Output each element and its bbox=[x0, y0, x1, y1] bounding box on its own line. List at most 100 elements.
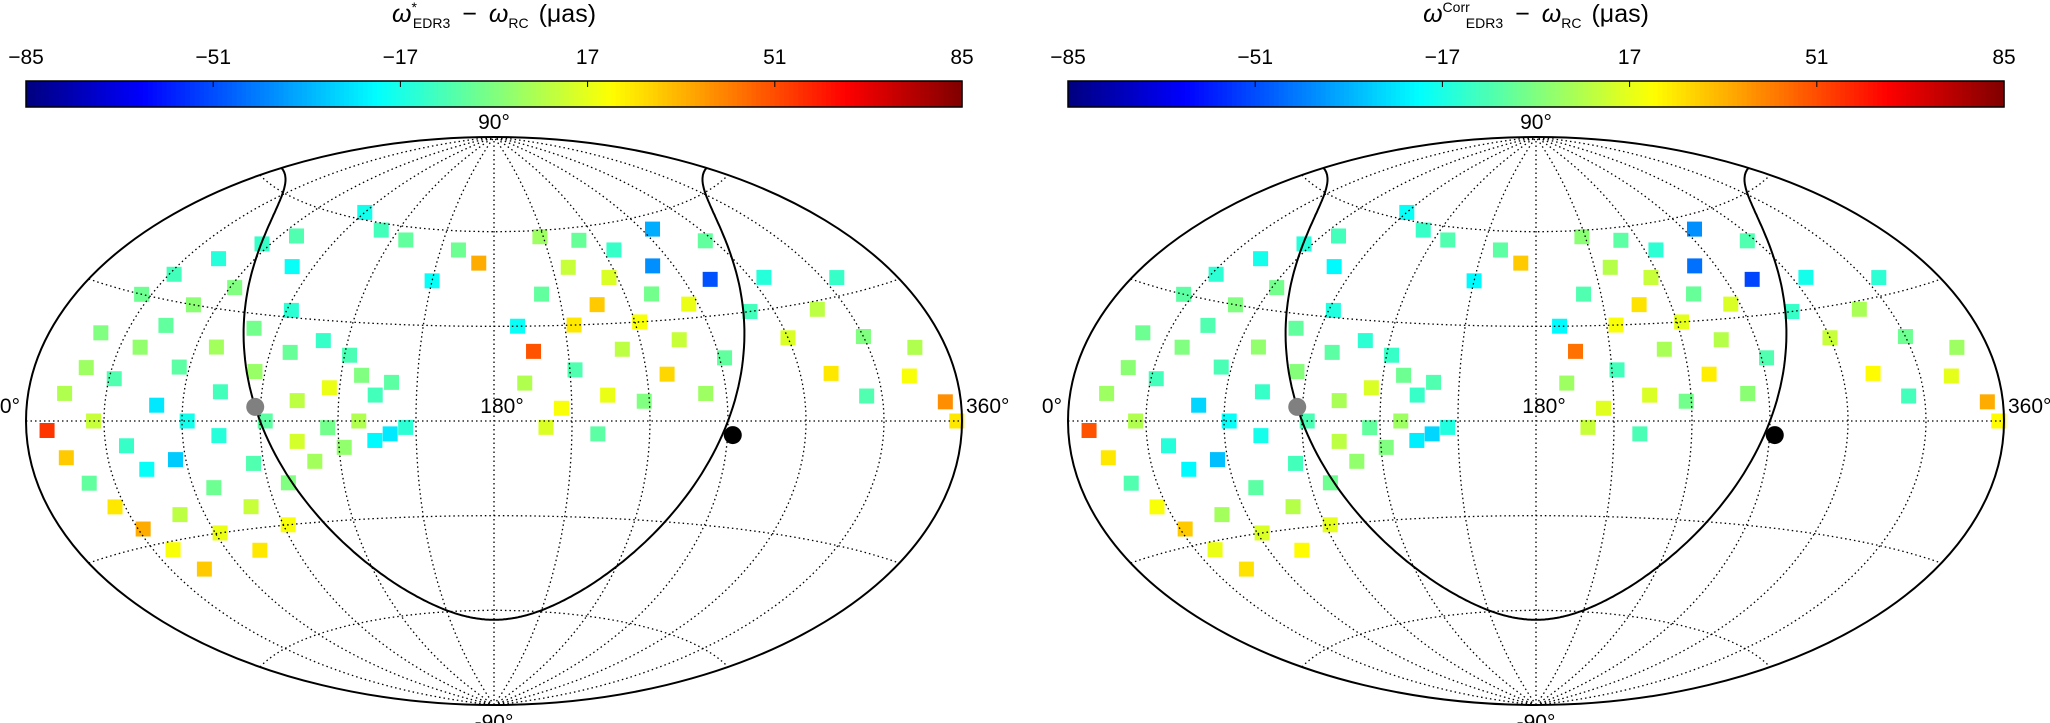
colorbar-step bbox=[1751, 81, 1757, 107]
colorbar-step bbox=[648, 81, 654, 107]
colorbar-step bbox=[1746, 81, 1752, 107]
colorbar-step bbox=[882, 81, 888, 107]
colorbar-step bbox=[77, 81, 83, 107]
colorbar-step bbox=[138, 81, 144, 107]
colorbar-step bbox=[1475, 81, 1481, 107]
sky-cell bbox=[81, 475, 97, 491]
colorbar-step bbox=[1339, 81, 1345, 107]
colorbar-tick-label: −17 bbox=[383, 46, 419, 69]
colorbar-step bbox=[629, 81, 635, 107]
sky-cell bbox=[367, 387, 383, 403]
sky-cell bbox=[567, 362, 583, 378]
colorbar-step bbox=[1901, 81, 1907, 107]
sky-cell bbox=[601, 269, 617, 285]
colorbar-step bbox=[423, 81, 430, 107]
colorbar-step bbox=[1550, 81, 1556, 107]
sky-cell bbox=[58, 450, 74, 466]
colorbar-step bbox=[157, 81, 163, 107]
colorbar-step bbox=[1166, 81, 1172, 107]
colorbar-step bbox=[582, 81, 589, 107]
colorbar-step bbox=[578, 81, 584, 107]
colorbar-step bbox=[1367, 81, 1373, 107]
sky-cell bbox=[282, 344, 298, 360]
colorbar-step bbox=[1484, 81, 1490, 107]
colorbar-step bbox=[1222, 81, 1228, 107]
colorbar-step bbox=[877, 81, 884, 107]
colorbar-step bbox=[311, 81, 317, 107]
colorbar-step bbox=[671, 81, 678, 107]
colorbar-step bbox=[713, 81, 720, 107]
sky-cell bbox=[1269, 280, 1285, 296]
colorbar-step bbox=[1507, 81, 1514, 107]
colorbar-step bbox=[901, 81, 907, 107]
colorbar-step bbox=[1241, 81, 1247, 107]
colorbar-step bbox=[1437, 81, 1443, 107]
sky-cell bbox=[1289, 364, 1305, 380]
sky-cell bbox=[106, 371, 122, 387]
colorbar-step bbox=[1091, 81, 1097, 107]
colorbar-step bbox=[147, 81, 153, 107]
colorbar-step bbox=[166, 81, 172, 107]
sky-cell bbox=[1120, 360, 1136, 376]
sky-cell bbox=[1686, 286, 1702, 302]
parallel bbox=[1301, 174, 1771, 233]
sky-cell bbox=[336, 439, 352, 455]
colorbar-step bbox=[1812, 81, 1818, 107]
colorbar-step bbox=[1980, 81, 1986, 107]
sky-cell bbox=[1357, 333, 1373, 349]
colorbar-step bbox=[1685, 81, 1692, 107]
colorbar-step bbox=[152, 81, 158, 107]
colorbar-step bbox=[1737, 81, 1743, 107]
colorbar-step bbox=[1770, 81, 1776, 107]
colorbar-step bbox=[339, 81, 345, 107]
colorbar-step bbox=[611, 81, 617, 107]
colorbar-step bbox=[606, 81, 612, 107]
colorbar-step bbox=[428, 81, 434, 107]
colorbar-step bbox=[1606, 81, 1612, 107]
sky-cell bbox=[284, 259, 300, 275]
colorbar-step bbox=[1816, 81, 1823, 107]
colorbar-step bbox=[1269, 81, 1275, 107]
colorbar-step bbox=[812, 81, 818, 107]
colorbar-step bbox=[1858, 81, 1865, 107]
colorbar-step bbox=[1573, 81, 1579, 107]
sky-cell bbox=[1871, 270, 1887, 286]
colorbar-step bbox=[1788, 81, 1794, 107]
sky-cell bbox=[139, 461, 155, 477]
colorbar-frame bbox=[25, 80, 963, 108]
colorbar-step bbox=[522, 81, 528, 107]
colorbar-step bbox=[1521, 81, 1528, 107]
sky-cell bbox=[1656, 341, 1672, 357]
sky-cell bbox=[1221, 413, 1237, 429]
colorbar-step bbox=[44, 81, 50, 107]
sky-cell bbox=[1181, 461, 1197, 477]
title-symbol: ω bbox=[489, 0, 508, 28]
sky-cell bbox=[614, 341, 630, 357]
sky-cell bbox=[1200, 317, 1216, 333]
sky-cell bbox=[1687, 221, 1703, 237]
colorbar-step bbox=[1287, 81, 1294, 107]
colorbar-step bbox=[381, 81, 387, 107]
colorbar-step bbox=[1236, 81, 1242, 107]
colorbar-step bbox=[1975, 81, 1982, 107]
colorbar-step bbox=[362, 81, 369, 107]
plane-curve bbox=[242, 167, 494, 621]
colorbar-step bbox=[1971, 81, 1977, 107]
marker bbox=[1288, 397, 1307, 416]
sky-cell bbox=[289, 433, 305, 449]
colorbar-step bbox=[194, 81, 200, 107]
colorbar-step bbox=[189, 81, 196, 107]
y-tick-label: -90° bbox=[475, 711, 514, 723]
colorbar-tick-label: 17 bbox=[1618, 46, 1641, 69]
colorbar-step bbox=[133, 81, 139, 107]
sky-cell bbox=[135, 521, 151, 537]
colorbar-tick-label: 17 bbox=[576, 46, 599, 69]
colorbar-step bbox=[231, 81, 238, 107]
sky-cell bbox=[1326, 259, 1342, 275]
colorbar-step bbox=[1110, 81, 1116, 107]
sky-cell bbox=[132, 339, 148, 355]
sky-cell bbox=[1991, 413, 2007, 429]
colorbar-step bbox=[105, 81, 111, 107]
colorbar-step bbox=[1147, 81, 1153, 107]
colorbar-step bbox=[1961, 81, 1968, 107]
